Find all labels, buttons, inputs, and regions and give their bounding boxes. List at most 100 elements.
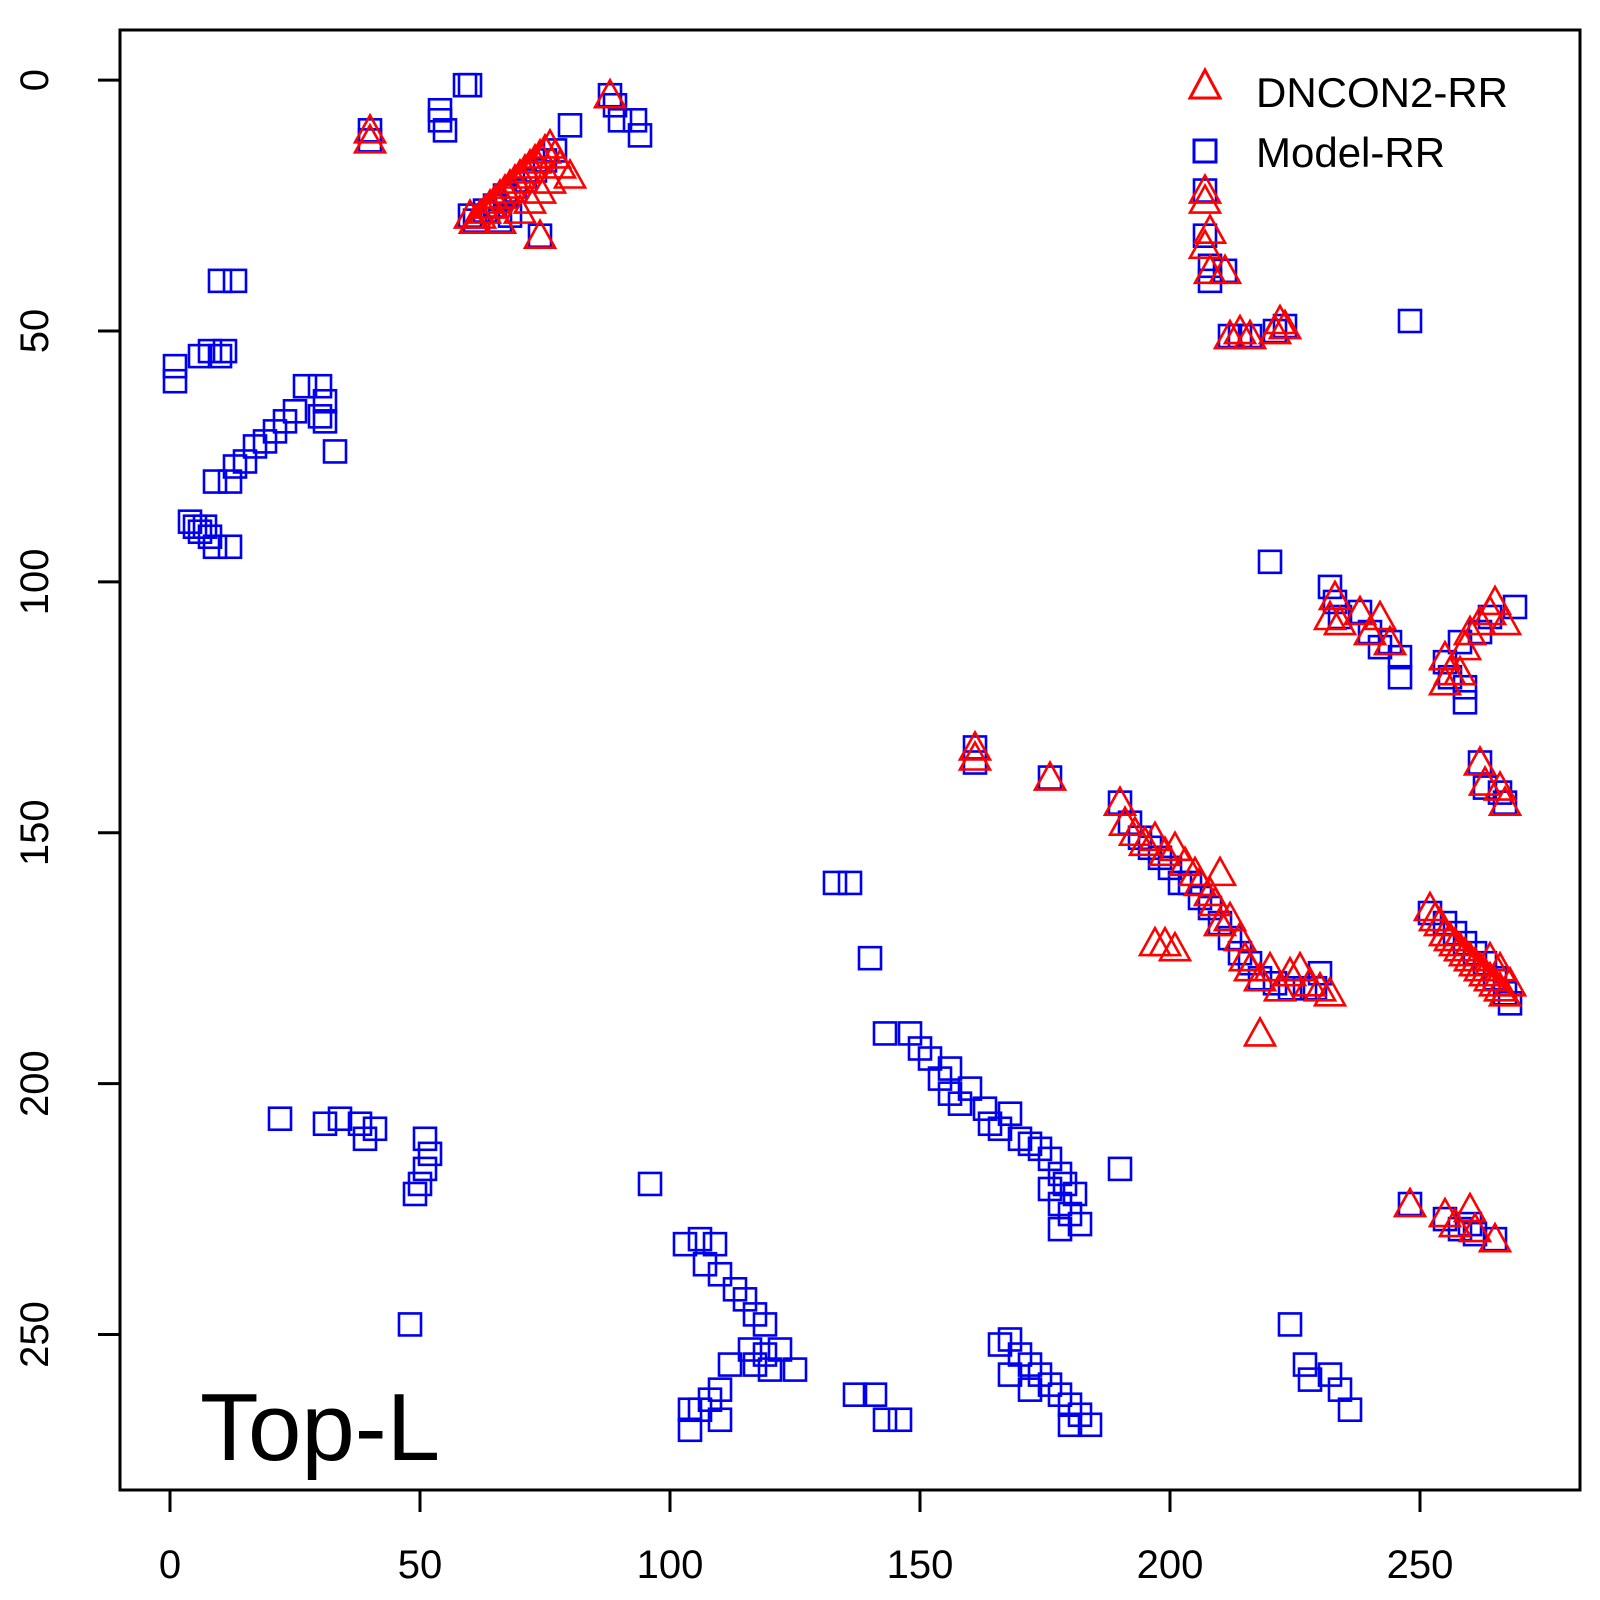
model-rr-point (602, 92, 628, 118)
model-rr-point (217, 469, 243, 494)
dncon2-rr-point (1312, 599, 1348, 631)
dncon2-rr-point (1157, 930, 1193, 962)
dncon2-rr-point (467, 192, 503, 224)
model-rr-point (997, 1362, 1023, 1387)
model-rr-point (887, 1407, 913, 1433)
dncon2-rr-point (1477, 584, 1513, 616)
dncon2-rr-point (1477, 1221, 1513, 1253)
model-rr-point (677, 1417, 703, 1443)
dncon2-rr-point (1427, 664, 1463, 696)
dncon2-rr-point (1207, 253, 1243, 285)
dncon2-rr-point (1262, 303, 1298, 335)
dncon2-rr-point (1242, 960, 1278, 992)
dncon2-rr-point (1147, 835, 1183, 867)
dncon2-rr-point (352, 112, 388, 144)
model-rr-point (707, 1407, 733, 1433)
top-l-annotation: Top-L (200, 1374, 440, 1481)
model-rr-point (347, 1111, 373, 1137)
model-rr-point (397, 1312, 423, 1337)
model-rr-point (1077, 1412, 1103, 1438)
dncon2-rr-point (1187, 172, 1223, 204)
model-rr-point (842, 1382, 868, 1407)
dncon2-rr-point (1482, 950, 1518, 982)
x-tick-label: 100 (637, 1543, 704, 1587)
model-rr-point (557, 113, 583, 138)
dncon2-rr-point (1232, 318, 1268, 350)
dncon2-rr-point (1312, 975, 1348, 1007)
y-tick-label: 150 (13, 799, 57, 866)
dncon2-rr-point (1472, 940, 1508, 972)
dncon2-rr-point (492, 167, 528, 199)
model-rr-point (837, 870, 863, 896)
dncon2-rr-point (1487, 604, 1523, 636)
dncon2-rr-point (592, 77, 628, 109)
model-rr-point (457, 72, 483, 98)
model-rr-point (997, 1101, 1023, 1127)
model-rr-point (402, 1181, 428, 1207)
model-rr-point (782, 1357, 808, 1382)
dncon2-rr-point (1302, 970, 1338, 1002)
dncon2-rr-point (1252, 950, 1288, 982)
legend-square-marker (1192, 138, 1218, 164)
model-rr-point (162, 368, 188, 394)
dncon2-rr-point (1437, 1206, 1473, 1238)
model-rr-point (767, 1337, 793, 1362)
dncon2-rr-point (1462, 604, 1498, 636)
model-rr-point (207, 268, 233, 294)
model-rr-point (312, 1111, 338, 1137)
model-rr-point (292, 373, 318, 399)
legend-label-model-rr: Model-RR (1256, 129, 1445, 176)
model-rr-point (307, 404, 333, 429)
model-rr-point (757, 1357, 783, 1382)
dncon2-rr-point (1482, 769, 1518, 801)
dncon2-rr-point (1372, 624, 1408, 656)
dncon2-rr-point (502, 192, 538, 224)
model-rr-point (322, 439, 348, 464)
dncon2-rr-point (1127, 825, 1163, 857)
dncon2-rr-point (517, 142, 553, 174)
model-rr-point (607, 108, 633, 133)
scatter-marks (162, 72, 1528, 1443)
model-rr-point (207, 343, 233, 369)
dncon2-rr-point (1157, 830, 1193, 862)
model-rr-point (742, 1352, 768, 1377)
model-rr-point (412, 1156, 438, 1182)
dncon2-rr-point (472, 187, 508, 219)
model-rr-point (872, 1407, 898, 1433)
dncon2-rr-point (1392, 1186, 1428, 1218)
model-rr-point (497, 203, 523, 228)
dncon2-rr-point (957, 739, 993, 771)
x-tick-label: 150 (887, 1543, 954, 1587)
model-rr-point (187, 519, 213, 545)
model-rr-point (1452, 690, 1478, 715)
y-tick-label: 250 (13, 1301, 57, 1368)
model-rr-point (857, 945, 883, 971)
dncon2-rr-point (1032, 759, 1068, 791)
x-tick-label: 200 (1137, 1543, 1204, 1587)
x-tick-label: 250 (1387, 1543, 1454, 1587)
model-rr-point (307, 373, 333, 399)
dncon2-rr-point (957, 729, 993, 761)
model-rr-point (1292, 1352, 1318, 1377)
x-axis: 0 50 100 150 200 250 (159, 1488, 1454, 1587)
model-rr-point (637, 1171, 663, 1197)
dncon2-rr-point (527, 132, 563, 164)
model-rr-point (822, 870, 848, 896)
model-rr-point (1257, 549, 1283, 575)
model-rr-point (862, 1382, 888, 1407)
dncon2-rr-point (1212, 318, 1248, 350)
model-rr-point (212, 338, 238, 364)
dncon2-rr-point (1452, 614, 1488, 646)
model-rr-point (1397, 308, 1423, 334)
y-tick-label: 50 (13, 309, 57, 354)
model-rr-point (202, 534, 228, 560)
legend-item-model-rr: Model-RR (1192, 129, 1445, 176)
model-rr-point (737, 1337, 763, 1362)
model-rr-point (627, 123, 653, 148)
dncon2-rr-point (1442, 654, 1478, 686)
dncon2-rr-point (532, 162, 568, 194)
model-rr-point (677, 1397, 703, 1423)
model-rr-point (312, 409, 338, 434)
dncon2-rr-point (457, 202, 493, 234)
model-rr-point (1107, 1156, 1133, 1182)
